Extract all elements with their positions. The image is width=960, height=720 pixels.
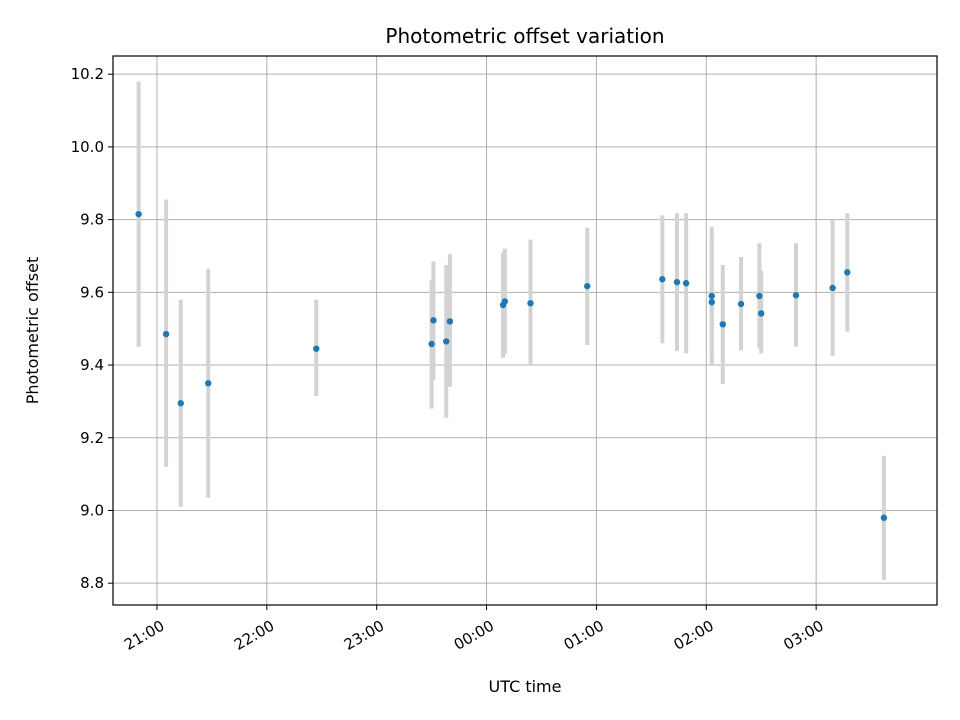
data-point [162,330,170,338]
chart-title: Photometric offset variation [385,24,664,48]
grid-lines [113,56,937,605]
y-tick-label: 9.2 [80,429,104,447]
data-point [135,210,142,218]
y-tick-label: 10.2 [71,65,104,83]
data-point [792,292,800,299]
y-axis-ticks: 8.8 9.0 9.2 9.4 9.6 9.8 10.0 10.2 [71,65,113,592]
data-point [313,345,320,352]
data-point [584,282,591,290]
y-tick-label: 9.0 [80,501,104,519]
data-point [205,380,212,387]
data-point [659,276,666,283]
data-point [708,292,715,300]
y-tick-label: 10.0 [71,138,104,156]
data-point [527,300,534,307]
y-axis-label: Photometric offset [23,257,42,405]
data-point [737,300,745,308]
data-point [719,321,726,328]
data-point [844,269,851,276]
y-tick-label: 9.8 [80,211,104,229]
data-point [501,298,509,305]
x-axis-label: UTC time [489,677,562,696]
data-point [880,514,888,521]
data-point [428,340,435,348]
data-point [708,298,715,306]
data-point [430,317,437,324]
data-point [177,400,184,407]
y-tick-label: 9.4 [80,356,104,374]
data-point [756,292,763,300]
y-tick-label: 8.8 [80,574,104,592]
data-point [829,284,836,292]
data-points [135,210,888,521]
data-point [682,280,690,287]
data-point [446,318,454,325]
data-point [673,278,681,286]
data-point [443,338,450,345]
plot-frame [112,55,938,606]
data-point [758,310,765,317]
y-tick-label: 9.6 [80,283,104,301]
